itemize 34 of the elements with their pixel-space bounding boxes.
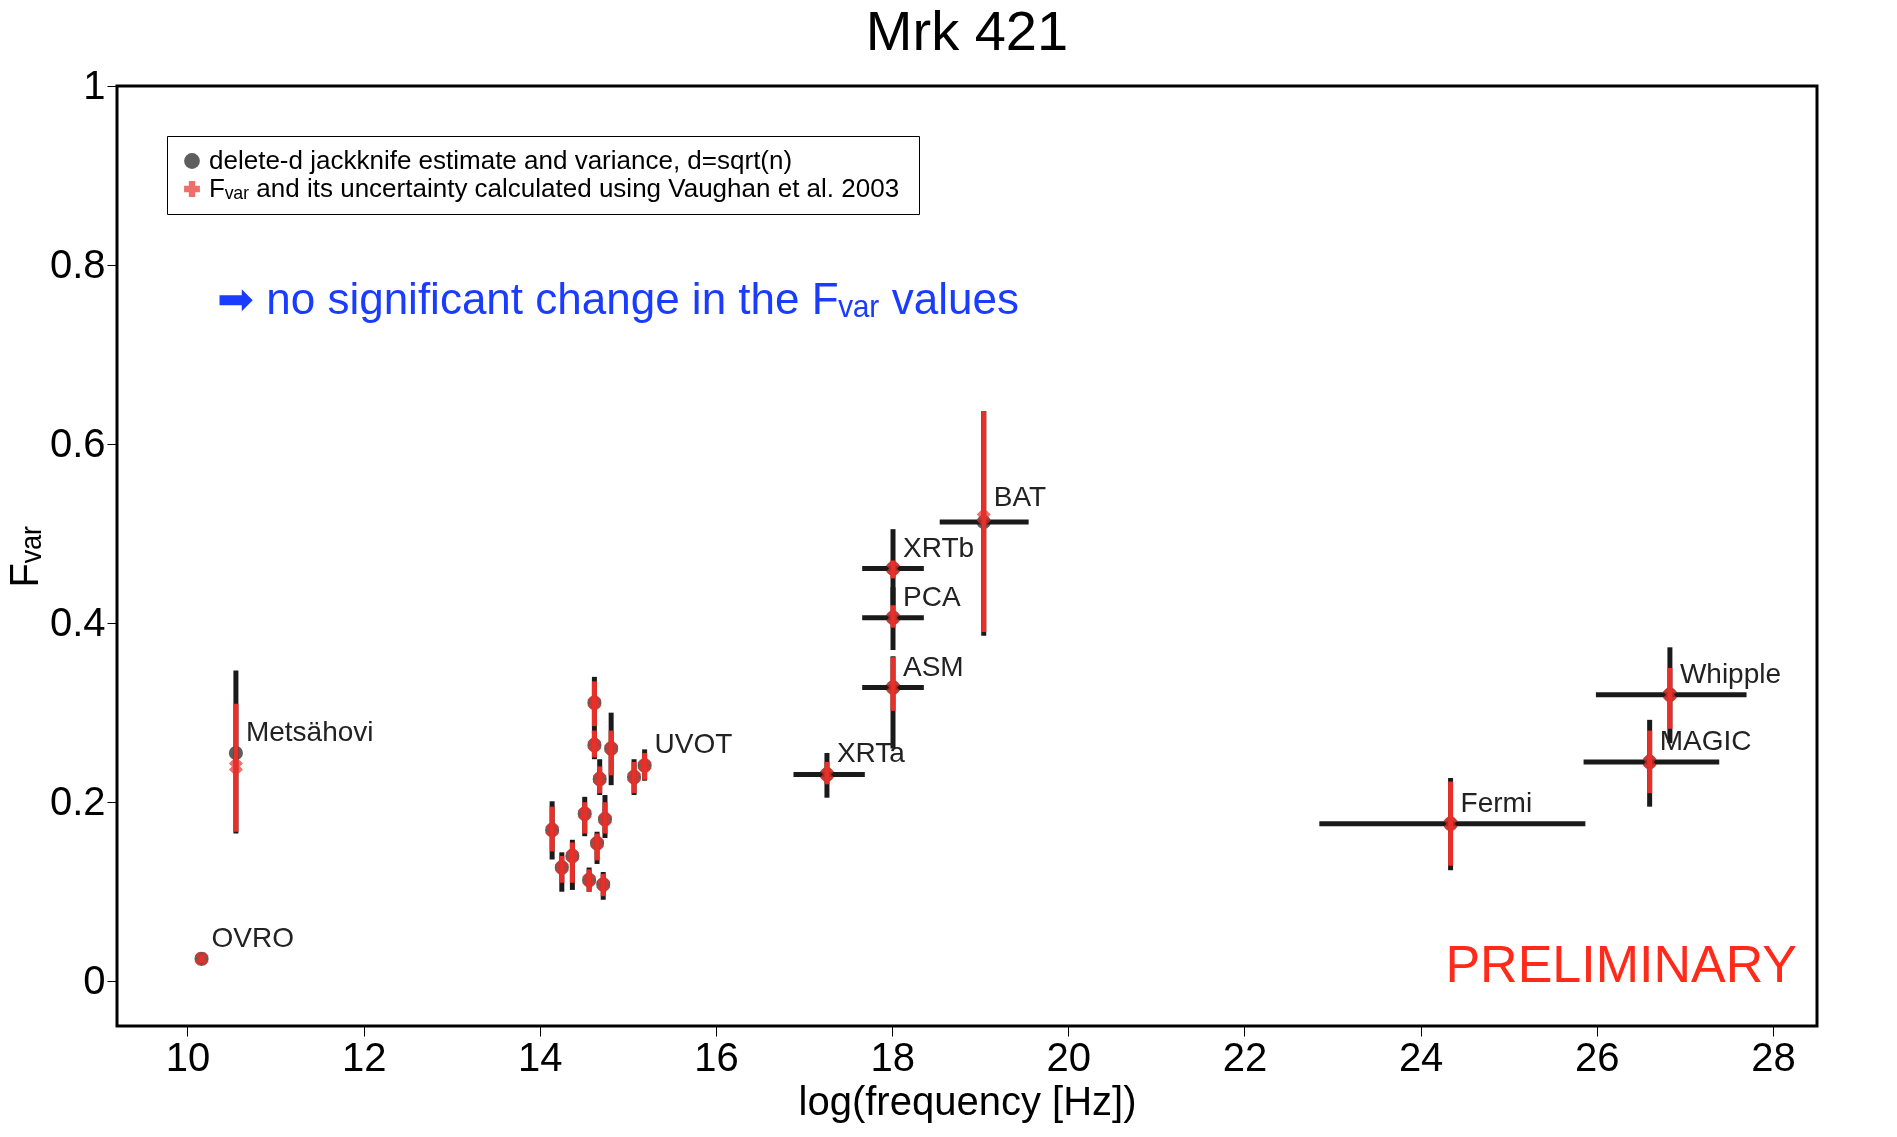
y-tick-label: 0.8 <box>49 241 106 286</box>
annotation: MAGIC <box>1659 724 1752 756</box>
y-tick-label: 0 <box>83 957 106 1002</box>
x-tick-label: 28 <box>1751 1034 1796 1079</box>
x-tick-label: 12 <box>341 1034 387 1079</box>
legend-label: Fᵥₐᵣ and its uncertainty calculated using Vaughan et al. 2003 <box>209 173 900 203</box>
annotation: PCA <box>903 580 961 612</box>
x-tick-label: 10 <box>165 1034 211 1079</box>
x-tick-label: 20 <box>1046 1034 1092 1079</box>
x-tick-label: 24 <box>1398 1034 1444 1079</box>
x-tick-label: 14 <box>518 1034 563 1079</box>
annotation: ➡ no significant change in the Fᵥₐᵣ values <box>217 274 1020 323</box>
annotation: XRTb <box>903 531 975 563</box>
x-tick-label: 26 <box>1575 1034 1620 1079</box>
y-tick-label: 1 <box>83 62 106 107</box>
annotation: Metsähovi <box>245 715 374 747</box>
legend-label: delete-d jackknife estimate and variance, d=sqrt(n) <box>209 145 793 175</box>
annotation: Fermi <box>1460 786 1533 818</box>
y-tick-label: 0.2 <box>49 778 106 823</box>
x-axis-title: log(frequency [Hz]) <box>798 1078 1137 1123</box>
chart-title: Mrk 421 <box>865 0 1069 62</box>
x-tick-label: 22 <box>1222 1034 1268 1079</box>
annotation: XRTa <box>836 737 906 769</box>
x-tick-label: 18 <box>870 1034 915 1079</box>
y-tick-label: 0.4 <box>49 599 106 644</box>
y-tick-label: 0.6 <box>49 420 106 465</box>
annotation: ASM <box>903 650 964 682</box>
y-axis-title: Fᵥₐᵣ <box>1 525 46 588</box>
annotation: BAT <box>993 480 1047 512</box>
annotation: OVRO <box>211 921 295 953</box>
annotation: PRELIMINARY <box>1445 935 1797 993</box>
annotation: UVOT <box>654 728 733 760</box>
x-tick-label: 16 <box>694 1034 739 1079</box>
annotation: Whipple <box>1679 657 1782 689</box>
